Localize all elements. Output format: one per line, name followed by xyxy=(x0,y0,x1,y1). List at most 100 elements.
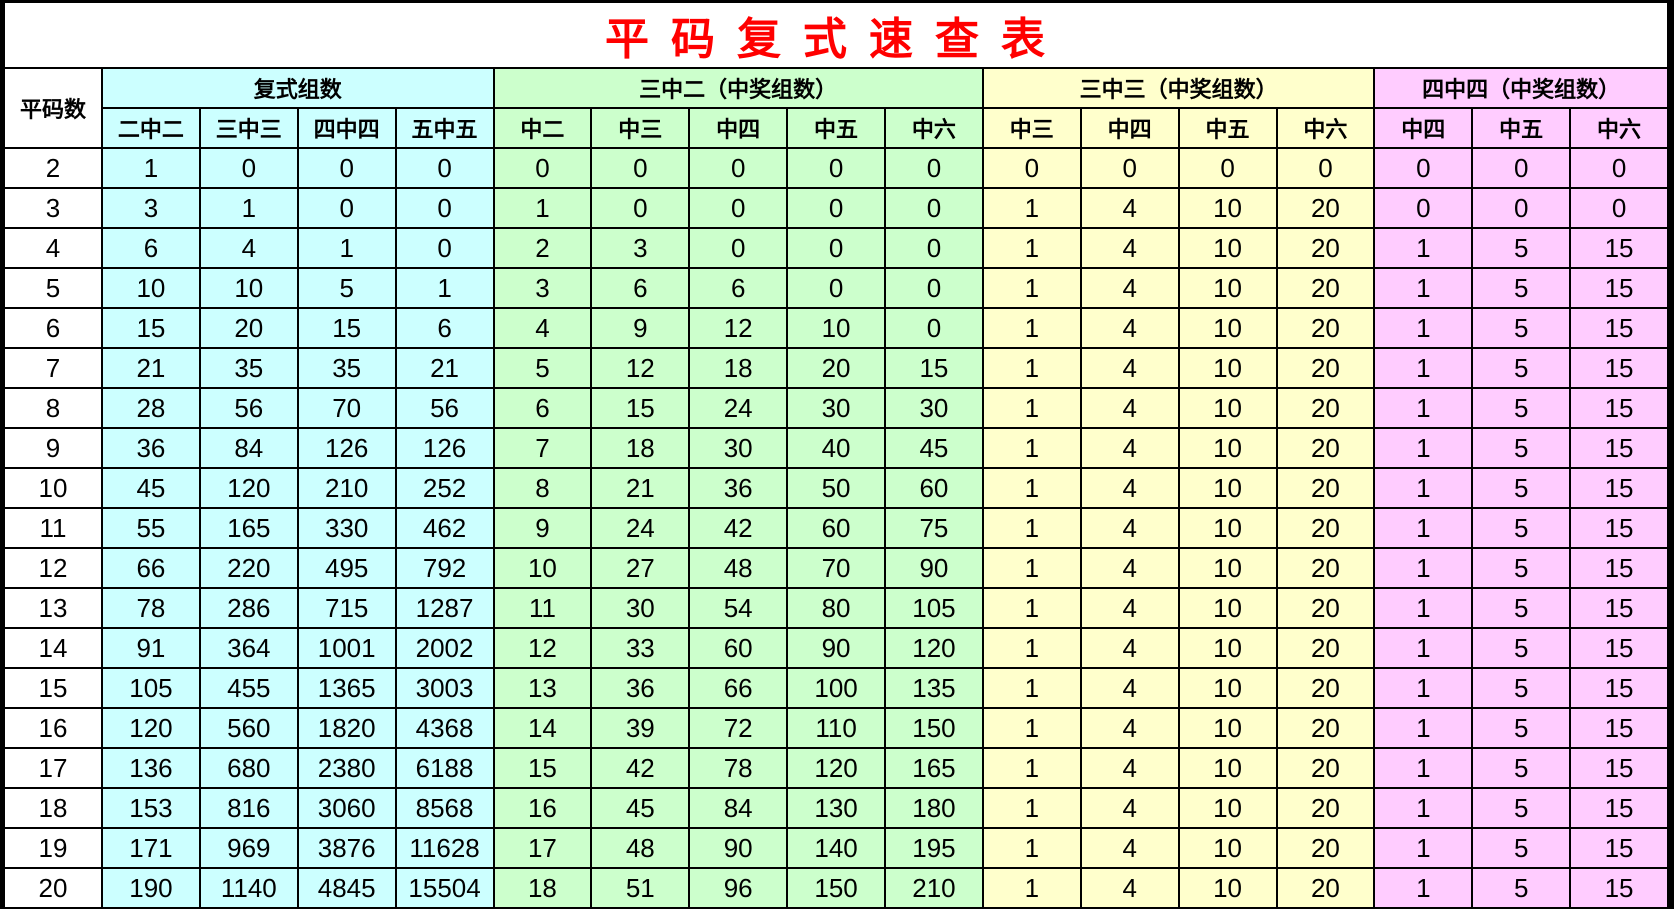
table-cell: 0 xyxy=(492,147,593,189)
table-cell: 10 xyxy=(1177,307,1278,349)
table-cell: 3876 xyxy=(296,827,397,869)
table-cell: 0 xyxy=(884,187,984,229)
table-cell: 165 xyxy=(884,747,984,789)
table-cell: 1 xyxy=(981,307,1082,349)
table-cell: 10 xyxy=(1177,587,1278,629)
table-cell: 364 xyxy=(198,627,299,669)
table-cell: 1 xyxy=(1373,787,1474,829)
table-cell: 60 xyxy=(884,467,984,509)
table-cell: 18 xyxy=(688,347,789,389)
table-cell: 35 xyxy=(296,347,397,389)
table-cell: 5 xyxy=(1471,667,1572,709)
table-cell: 1 xyxy=(981,667,1082,709)
table-cell: 4 xyxy=(1079,787,1180,829)
table-row: 16 120 560 1820 4368 14 39 72 110 150 1 4 10 20 1 5 15 xyxy=(3,707,1669,749)
table-cell: 10 xyxy=(1177,467,1278,509)
table-cell: 90 xyxy=(688,827,789,869)
table-cell: 72 xyxy=(688,707,789,749)
table-cell: 0 xyxy=(884,227,984,269)
column-header: 中四 xyxy=(1373,107,1474,149)
table-cell: 286 xyxy=(198,587,299,629)
table-cell: 15 xyxy=(296,307,397,349)
table-cell: 16 xyxy=(492,787,593,829)
table-cell: 5 xyxy=(1471,427,1572,469)
table-cell: 1 xyxy=(198,187,299,229)
row-label-cell: 14 xyxy=(3,627,103,669)
table-cell: 20 xyxy=(1275,547,1376,589)
table-cell: 84 xyxy=(198,427,299,469)
table-cell: 28 xyxy=(101,387,201,429)
table-cell: 560 xyxy=(198,707,299,749)
table-cell: 5 xyxy=(1471,347,1572,389)
table-cell: 0 xyxy=(1569,147,1669,189)
group-header-row: 平码数 复式组数 三中二（中奖组数） 三中三（中奖组数） 四中四（中奖组数） xyxy=(3,67,1669,149)
column-header: 中六 xyxy=(884,107,984,149)
table-cell: 0 xyxy=(198,147,299,189)
table-cell: 70 xyxy=(786,547,886,589)
table-cell: 80 xyxy=(786,587,886,629)
table-cell: 9 xyxy=(590,307,691,349)
table-cell: 50 xyxy=(786,467,886,509)
table-cell: 135 xyxy=(884,667,984,709)
table-cell: 1 xyxy=(981,787,1082,829)
table-cell: 0 xyxy=(1275,147,1376,189)
table-cell: 10 xyxy=(1177,827,1278,869)
table-cell: 45 xyxy=(590,787,691,829)
table-cell: 4 xyxy=(1079,667,1180,709)
table-cell: 56 xyxy=(394,387,495,429)
table-cell: 4845 xyxy=(296,867,397,909)
table-cell: 18 xyxy=(590,427,691,469)
table-cell: 20 xyxy=(1275,747,1376,789)
table-cell: 1 xyxy=(1373,827,1474,869)
row-label-cell: 3 xyxy=(3,187,103,229)
table-cell: 5 xyxy=(1471,827,1572,869)
row-label-cell: 5 xyxy=(3,267,103,309)
group-header: 四中四（中奖组数） xyxy=(1373,67,1669,109)
table-cell: 9 xyxy=(492,507,593,549)
table-cell: 10 xyxy=(1177,867,1278,909)
table-cell: 105 xyxy=(884,587,984,629)
table-cell: 252 xyxy=(394,467,495,509)
table-cell: 15 xyxy=(492,747,593,789)
table-cell: 150 xyxy=(884,707,984,749)
table-cell: 10 xyxy=(1177,267,1278,309)
table-cell: 1 xyxy=(1373,507,1474,549)
table-cell: 15 xyxy=(1569,347,1669,389)
table-cell: 20 xyxy=(1275,267,1376,309)
table-cell: 20 xyxy=(1275,507,1376,549)
table-cell: 15 xyxy=(1569,627,1669,669)
table-cell: 140 xyxy=(786,827,886,869)
table-cell: 3 xyxy=(590,227,691,269)
table-cell: 18 xyxy=(492,867,593,909)
table-cell: 6 xyxy=(492,387,593,429)
table-cell: 5 xyxy=(1471,787,1572,829)
table-cell: 5 xyxy=(1471,627,1572,669)
table-cell: 60 xyxy=(786,507,886,549)
table-row: 14 91 364 1001 2002 12 33 60 90 120 1 4 10 20 1 5 15 xyxy=(3,627,1669,669)
table-cell: 5 xyxy=(1471,387,1572,429)
row-label-cell: 20 xyxy=(3,867,103,909)
column-header: 中六 xyxy=(1569,107,1669,149)
table-cell: 4 xyxy=(1079,467,1180,509)
table-cell: 462 xyxy=(394,507,495,549)
table-cell: 10 xyxy=(1177,667,1278,709)
table-cell: 5 xyxy=(1471,587,1572,629)
table-cell: 0 xyxy=(884,147,984,189)
column-header: 四中四 xyxy=(296,107,397,149)
row-label-cell: 12 xyxy=(3,547,103,589)
table-cell: 0 xyxy=(590,187,691,229)
table-cell: 10 xyxy=(1177,227,1278,269)
table-cell: 220 xyxy=(198,547,299,589)
table-cell: 30 xyxy=(590,587,691,629)
table-cell: 4 xyxy=(198,227,299,269)
table-cell: 20 xyxy=(1275,347,1376,389)
table-cell: 39 xyxy=(590,707,691,749)
column-header: 中五 xyxy=(1471,107,1572,149)
column-header-row: 二中二 三中三 四中四 五中五 中二 中三 中四 中五 中六 中三 中四 中五 中六 中四 中五 中六 xyxy=(4,107,1669,149)
table-cell: 6 xyxy=(688,267,789,309)
table-cell: 1 xyxy=(1373,347,1474,389)
table-cell: 11 xyxy=(492,587,593,629)
table-cell: 195 xyxy=(884,827,984,869)
table-cell: 1 xyxy=(1373,707,1474,749)
table-cell: 36 xyxy=(101,427,201,469)
